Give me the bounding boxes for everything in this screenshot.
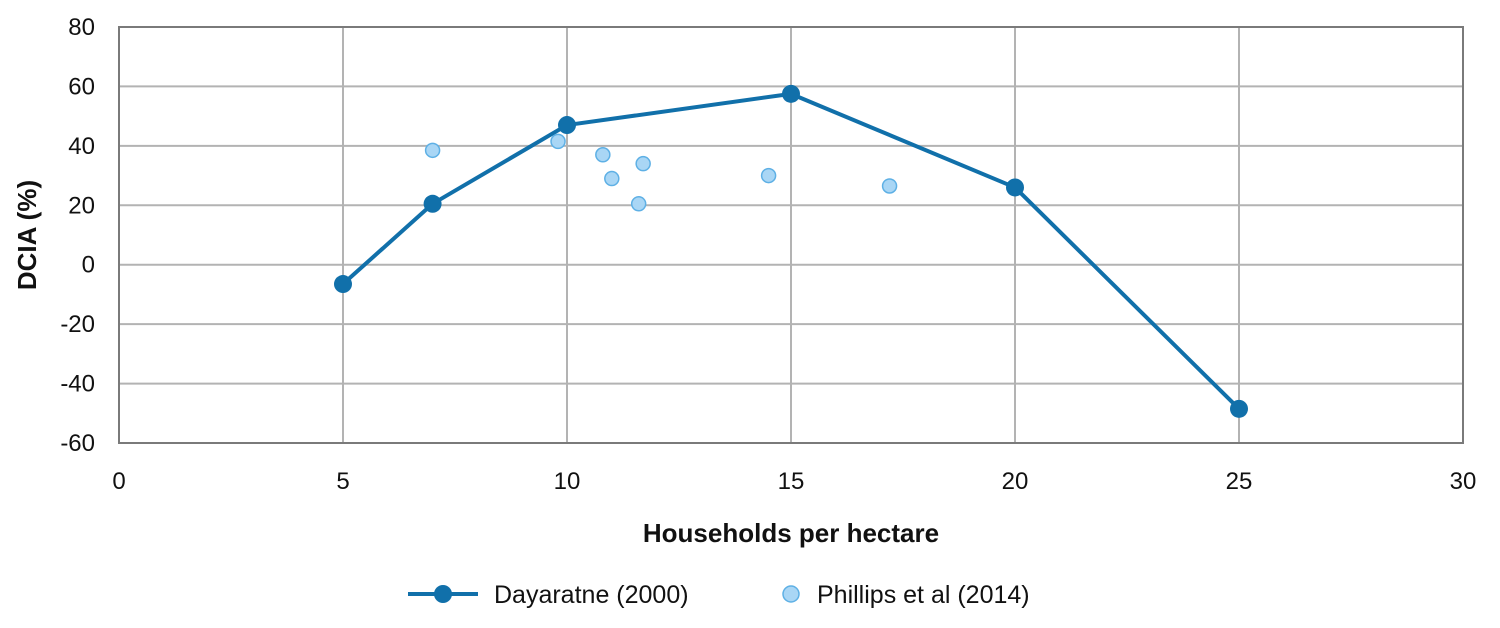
- legend-label-phillips: Phillips et al (2014): [817, 581, 1030, 609]
- data-point: [630, 196, 647, 212]
- data-point: [1006, 178, 1024, 197]
- data-point: [760, 167, 777, 184]
- x-tick-label: 5: [336, 468, 349, 495]
- legend-item-dayaratne: Dayaratne (2000): [408, 581, 689, 609]
- y-tick-label: 20: [68, 192, 95, 219]
- y-tick-label: -60: [60, 430, 95, 457]
- x-tick-label: 30: [1450, 468, 1477, 495]
- y-tick-label: 40: [68, 133, 95, 160]
- x-tick-label: 10: [554, 468, 581, 495]
- y-axis-tick-labels: -60 -40 -20 0 20 40 60 80: [60, 14, 95, 457]
- data-point: [1230, 399, 1248, 418]
- grid: [119, 27, 1463, 443]
- legend: Dayaratne (2000) Phillips et al (2014): [408, 581, 1030, 609]
- x-tick-label: 0: [112, 468, 125, 495]
- series-0: [334, 84, 1248, 418]
- data-point: [595, 147, 611, 163]
- series-1: [424, 133, 898, 212]
- y-tick-label: 0: [82, 252, 95, 279]
- data-point: [558, 116, 576, 135]
- x-tick-label: 20: [1002, 468, 1029, 495]
- data-point: [550, 133, 566, 150]
- data-point: [424, 142, 441, 159]
- x-axis-title: Households per hectare: [643, 518, 939, 548]
- y-tick-label: -20: [60, 311, 95, 338]
- legend-swatch-marker-phillips: [782, 585, 800, 603]
- data-point: [881, 178, 898, 194]
- data-point: [782, 84, 800, 103]
- data-point: [604, 170, 620, 187]
- series-line: [341, 91, 1241, 411]
- series-layer: [334, 84, 1248, 418]
- legend-swatch-marker-dayaratne: [434, 585, 452, 603]
- data-point: [423, 194, 442, 213]
- x-axis-tick-labels: 0 5 10 15 20 25 30: [112, 468, 1476, 495]
- x-tick-label: 25: [1226, 468, 1253, 495]
- y-axis-title: DCIA (%): [12, 180, 42, 290]
- y-tick-label: 80: [68, 14, 95, 41]
- y-tick-label: 60: [68, 73, 95, 100]
- y-tick-label: -40: [60, 371, 95, 398]
- x-tick-label: 15: [778, 468, 805, 495]
- legend-item-phillips: Phillips et al (2014): [782, 581, 1030, 609]
- data-point: [635, 155, 651, 172]
- legend-label-dayaratne: Dayaratne (2000): [494, 581, 689, 609]
- data-point: [334, 275, 352, 294]
- plot-area-frame: [118, 26, 1464, 444]
